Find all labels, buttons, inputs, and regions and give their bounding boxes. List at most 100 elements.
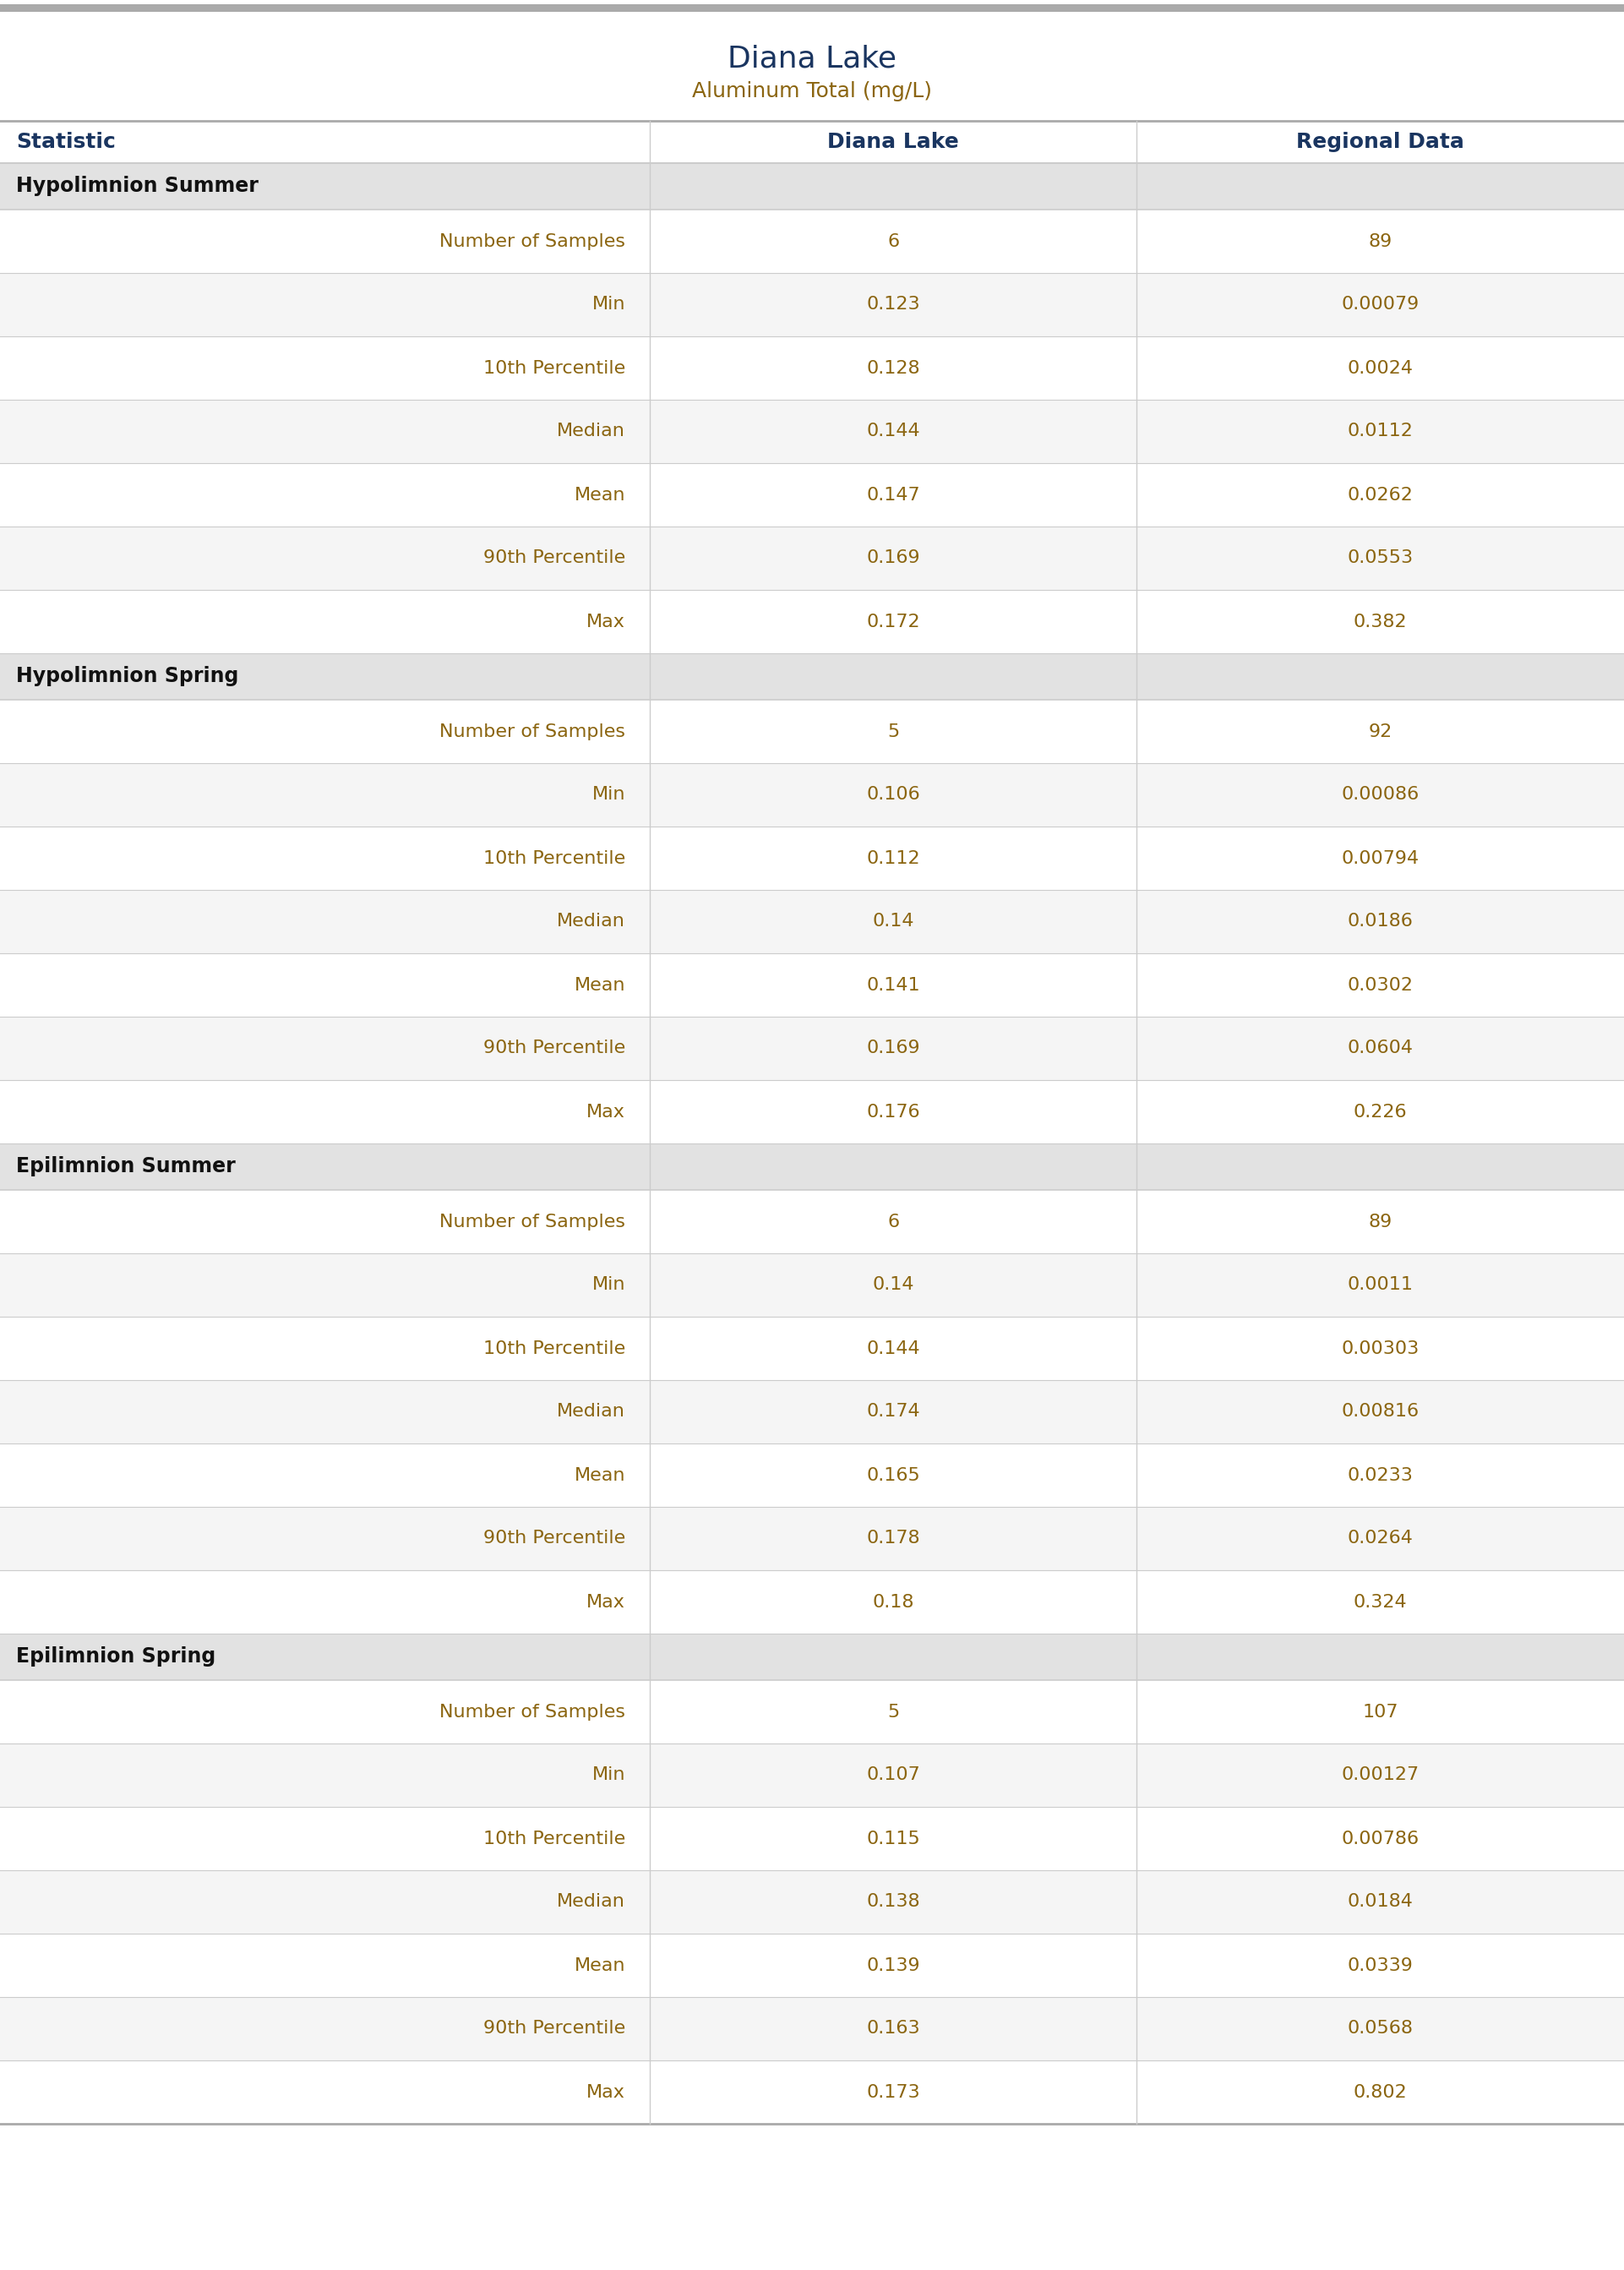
Text: Mean: Mean <box>575 976 625 994</box>
Bar <box>0 527 1624 590</box>
Text: 10th Percentile: 10th Percentile <box>482 849 625 867</box>
Bar <box>0 1017 1624 1081</box>
Bar <box>0 400 1624 463</box>
Text: 0.173: 0.173 <box>866 2084 921 2100</box>
Text: 6: 6 <box>887 234 900 250</box>
Text: 90th Percentile: 90th Percentile <box>482 2020 625 2036</box>
Text: 0.174: 0.174 <box>866 1403 921 1421</box>
Text: 0.0553: 0.0553 <box>1348 549 1413 568</box>
Bar <box>0 163 1624 209</box>
Text: 0.0568: 0.0568 <box>1348 2020 1413 2036</box>
Text: Median: Median <box>557 913 625 931</box>
Text: 0.106: 0.106 <box>866 785 921 804</box>
Bar <box>0 1680 1624 1743</box>
Text: 0.123: 0.123 <box>866 295 921 313</box>
Text: 89: 89 <box>1369 234 1392 250</box>
Text: 90th Percentile: 90th Percentile <box>482 549 625 568</box>
Text: 10th Percentile: 10th Percentile <box>482 359 625 377</box>
Text: Median: Median <box>557 1893 625 1911</box>
Bar <box>0 1507 1624 1571</box>
Text: 0.176: 0.176 <box>866 1103 921 1119</box>
Text: 0.0262: 0.0262 <box>1348 486 1413 504</box>
Text: 0.115: 0.115 <box>866 1830 921 1848</box>
Text: Min: Min <box>591 1276 625 1294</box>
Bar <box>0 826 1624 890</box>
Text: Aluminum Total (mg/L): Aluminum Total (mg/L) <box>692 82 932 102</box>
Text: 0.169: 0.169 <box>866 549 921 568</box>
Text: 5: 5 <box>887 724 900 740</box>
Bar <box>0 1743 1624 1807</box>
Text: 107: 107 <box>1363 1702 1398 1721</box>
Bar <box>0 890 1624 953</box>
Text: 92: 92 <box>1369 724 1392 740</box>
Text: Min: Min <box>591 295 625 313</box>
Bar <box>0 1380 1624 1444</box>
Bar <box>0 463 1624 527</box>
Text: Max: Max <box>586 2084 625 2100</box>
Bar <box>0 336 1624 400</box>
Text: 0.18: 0.18 <box>872 1594 914 1609</box>
Text: 0.128: 0.128 <box>866 359 921 377</box>
Text: 6: 6 <box>887 1212 900 1230</box>
Bar <box>0 1189 1624 1253</box>
Text: 0.0112: 0.0112 <box>1348 422 1413 440</box>
Text: Number of Samples: Number of Samples <box>440 234 625 250</box>
Text: Number of Samples: Number of Samples <box>440 1212 625 1230</box>
Text: Mean: Mean <box>575 486 625 504</box>
Text: Median: Median <box>557 422 625 440</box>
Text: 0.14: 0.14 <box>872 913 914 931</box>
Bar <box>0 763 1624 826</box>
Text: 0.00079: 0.00079 <box>1341 295 1419 313</box>
Text: 0.00816: 0.00816 <box>1341 1403 1419 1421</box>
Bar <box>0 1634 1624 1680</box>
Text: 0.165: 0.165 <box>866 1466 921 1485</box>
Text: 0.00127: 0.00127 <box>1341 1766 1419 1784</box>
Bar <box>0 1253 1624 1317</box>
Text: Max: Max <box>586 1594 625 1609</box>
Bar <box>0 1571 1624 1634</box>
Text: Regional Data: Regional Data <box>1296 132 1465 152</box>
Text: Statistic: Statistic <box>16 132 115 152</box>
Text: 0.0024: 0.0024 <box>1348 359 1413 377</box>
Bar <box>0 272 1624 336</box>
Text: 0.138: 0.138 <box>866 1893 921 1911</box>
Text: 0.226: 0.226 <box>1353 1103 1408 1119</box>
Text: 0.0184: 0.0184 <box>1348 1893 1413 1911</box>
Text: 0.00794: 0.00794 <box>1341 849 1419 867</box>
Text: 0.144: 0.144 <box>866 422 921 440</box>
Text: 0.139: 0.139 <box>866 1957 921 1975</box>
Text: Min: Min <box>591 785 625 804</box>
Text: 0.0339: 0.0339 <box>1348 1957 1413 1975</box>
Text: 89: 89 <box>1369 1212 1392 1230</box>
Text: 0.0186: 0.0186 <box>1348 913 1413 931</box>
Text: 0.0233: 0.0233 <box>1348 1466 1413 1485</box>
Bar <box>0 590 1624 654</box>
Text: Min: Min <box>591 1766 625 1784</box>
Bar <box>0 11 1624 120</box>
Text: 0.144: 0.144 <box>866 1339 921 1357</box>
Text: 0.14: 0.14 <box>872 1276 914 1294</box>
Text: 0.00303: 0.00303 <box>1341 1339 1419 1357</box>
Bar <box>0 1317 1624 1380</box>
Bar <box>0 2061 1624 2125</box>
Text: 0.802: 0.802 <box>1353 2084 1408 2100</box>
Bar <box>0 5 1624 11</box>
Text: Epilimnion Spring: Epilimnion Spring <box>16 1646 216 1666</box>
Text: 0.169: 0.169 <box>866 1040 921 1058</box>
Text: 0.0011: 0.0011 <box>1348 1276 1413 1294</box>
Bar <box>0 1870 1624 1934</box>
Text: 10th Percentile: 10th Percentile <box>482 1339 625 1357</box>
Text: 0.112: 0.112 <box>866 849 921 867</box>
Bar <box>0 699 1624 763</box>
Bar <box>0 1144 1624 1189</box>
Bar <box>0 1934 1624 1998</box>
Text: 0.0302: 0.0302 <box>1348 976 1413 994</box>
Text: 0.172: 0.172 <box>866 613 921 631</box>
Text: 0.382: 0.382 <box>1353 613 1408 631</box>
Text: 0.0604: 0.0604 <box>1348 1040 1413 1058</box>
Text: 0.107: 0.107 <box>866 1766 921 1784</box>
Text: 0.147: 0.147 <box>866 486 921 504</box>
Text: 90th Percentile: 90th Percentile <box>482 1530 625 1546</box>
Text: 0.0264: 0.0264 <box>1348 1530 1413 1546</box>
Text: 0.00086: 0.00086 <box>1341 785 1419 804</box>
